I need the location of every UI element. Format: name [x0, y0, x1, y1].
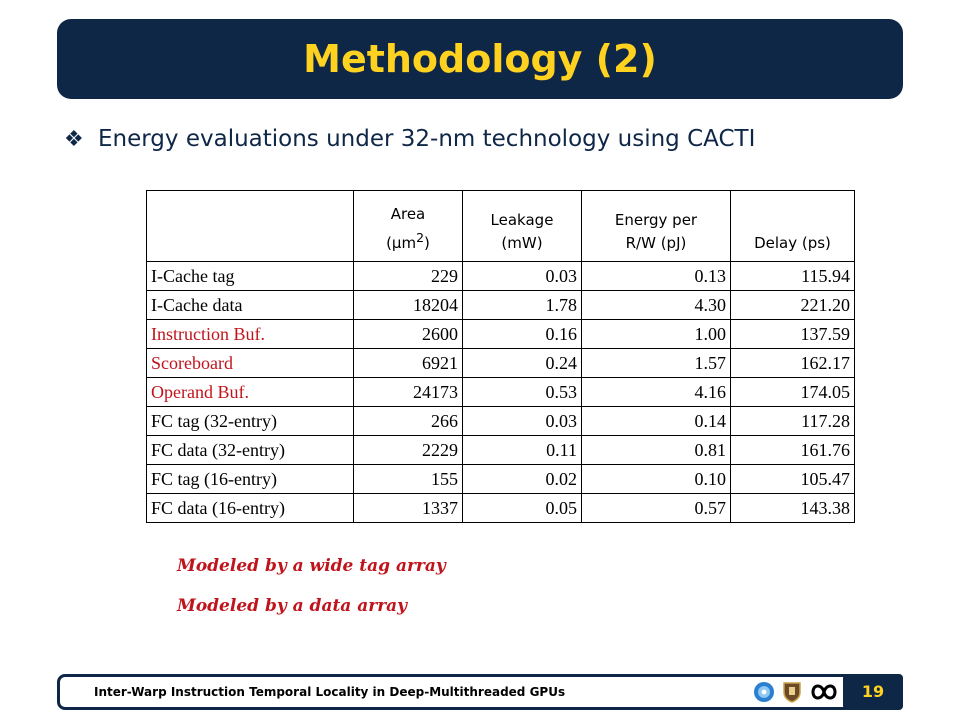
cell-delay: 105.47 [730, 464, 855, 494]
cell-delay: 162.17 [730, 348, 855, 378]
note-wide-tag: Modeled by a wide tag array [177, 556, 446, 576]
cell-area: 155 [353, 464, 463, 494]
cell-leakage: 0.03 [462, 406, 582, 436]
diamond-bullet-icon: ❖ [64, 126, 84, 152]
cell-energy: 0.14 [581, 406, 731, 436]
cell-area: 2600 [353, 319, 463, 349]
title-bar: Methodology (2) [57, 19, 903, 99]
footer-title: Inter-Warp Instruction Temporal Locality… [94, 685, 566, 699]
cell-leakage: 0.03 [462, 261, 582, 291]
cell-area: 24173 [353, 377, 463, 407]
table-body: I-Cache tag 229 0.03 0.13 115.94 I-Cache data… [146, 261, 855, 523]
cell-leakage: 0.05 [462, 493, 582, 523]
row-label: Scoreboard [146, 348, 354, 378]
table-row: Instruction Buf. 2600 0.16 1.00 137.59 [146, 319, 855, 349]
cell-energy: 0.13 [581, 261, 731, 291]
cell-energy: 4.16 [581, 377, 731, 407]
cell-energy: 0.81 [581, 435, 731, 465]
cell-delay: 137.59 [730, 319, 855, 349]
cell-leakage: 1.78 [462, 290, 582, 320]
header-area-text: Area (µm2) [386, 205, 430, 252]
page-number: 19 [861, 682, 885, 701]
footer: Inter-Warp Instruction Temporal Locality… [57, 674, 895, 710]
header-energy: Energy per R/W (pJ) [581, 190, 731, 262]
note-data-array: Modeled by a data array [177, 596, 408, 616]
header-leakage: Leakage (mW) [462, 190, 582, 262]
header-delay-text: Delay (ps) [754, 234, 831, 252]
table-row: Operand Buf. 24173 0.53 4.16 174.05 [146, 377, 855, 407]
cell-area: 2229 [353, 435, 463, 465]
globe-logo-icon [754, 682, 774, 702]
cell-area: 6921 [353, 348, 463, 378]
row-label: Instruction Buf. [146, 319, 354, 349]
logo-group [753, 681, 839, 703]
row-label: FC tag (32-entry) [146, 406, 354, 436]
cell-delay: 143.38 [730, 493, 855, 523]
energy-table: Area (µm2) Leakage (mW) Energy per R/W (pJ)… [146, 190, 855, 523]
table-row: FC tag (32-entry) 266 0.03 0.14 117.28 [146, 406, 855, 436]
table-row: I-Cache data 18204 1.78 4.30 221.20 [146, 290, 855, 320]
bullet-text: Energy evaluations under 32-nm technolog… [98, 126, 756, 152]
cell-leakage: 0.16 [462, 319, 582, 349]
row-label: FC data (16-entry) [146, 493, 354, 523]
cell-area: 266 [353, 406, 463, 436]
table-row: Scoreboard 6921 0.24 1.57 162.17 [146, 348, 855, 378]
cell-leakage: 0.53 [462, 377, 582, 407]
cell-energy: 1.00 [581, 319, 731, 349]
table-row: FC tag (16-entry) 155 0.02 0.10 105.47 [146, 464, 855, 494]
shield-logo-icon [783, 682, 801, 703]
row-label: FC data (32-entry) [146, 435, 354, 465]
cell-area: 18204 [353, 290, 463, 320]
cell-delay: 174.05 [730, 377, 855, 407]
header-energy-text: Energy per R/W (pJ) [614, 211, 698, 252]
row-label: I-Cache tag [146, 261, 354, 291]
header-label [146, 190, 354, 262]
cell-delay: 161.76 [730, 435, 855, 465]
page-number-box: 19 [843, 674, 903, 710]
cell-delay: 115.94 [730, 261, 855, 291]
header-area: Area (µm2) [353, 190, 463, 262]
cell-energy: 0.57 [581, 493, 731, 523]
table-row: FC data (32-entry) 2229 0.11 0.81 161.76 [146, 435, 855, 465]
infinity-logo-icon [811, 684, 837, 700]
cell-energy: 1.57 [581, 348, 731, 378]
cell-area: 229 [353, 261, 463, 291]
cell-energy: 4.30 [581, 290, 731, 320]
table-row: I-Cache tag 229 0.03 0.13 115.94 [146, 261, 855, 291]
table-row: FC data (16-entry) 1337 0.05 0.57 143.38 [146, 493, 855, 523]
header-leakage-text: Leakage (mW) [490, 211, 554, 252]
slide-title: Methodology (2) [303, 37, 657, 81]
row-label: Operand Buf. [146, 377, 354, 407]
cell-leakage: 0.02 [462, 464, 582, 494]
cell-leakage: 0.11 [462, 435, 582, 465]
cell-delay: 117.28 [730, 406, 855, 436]
cell-energy: 0.10 [581, 464, 731, 494]
bullet-point: ❖ Energy evaluations under 32-nm technol… [64, 121, 755, 157]
cell-delay: 221.20 [730, 290, 855, 320]
cell-area: 1337 [353, 493, 463, 523]
header-delay: Delay (ps) [730, 190, 855, 262]
row-label: FC tag (16-entry) [146, 464, 354, 494]
row-label: I-Cache data [146, 290, 354, 320]
table-header-row: Area (µm2) Leakage (mW) Energy per R/W (pJ)… [146, 190, 855, 262]
cell-leakage: 0.24 [462, 348, 582, 378]
